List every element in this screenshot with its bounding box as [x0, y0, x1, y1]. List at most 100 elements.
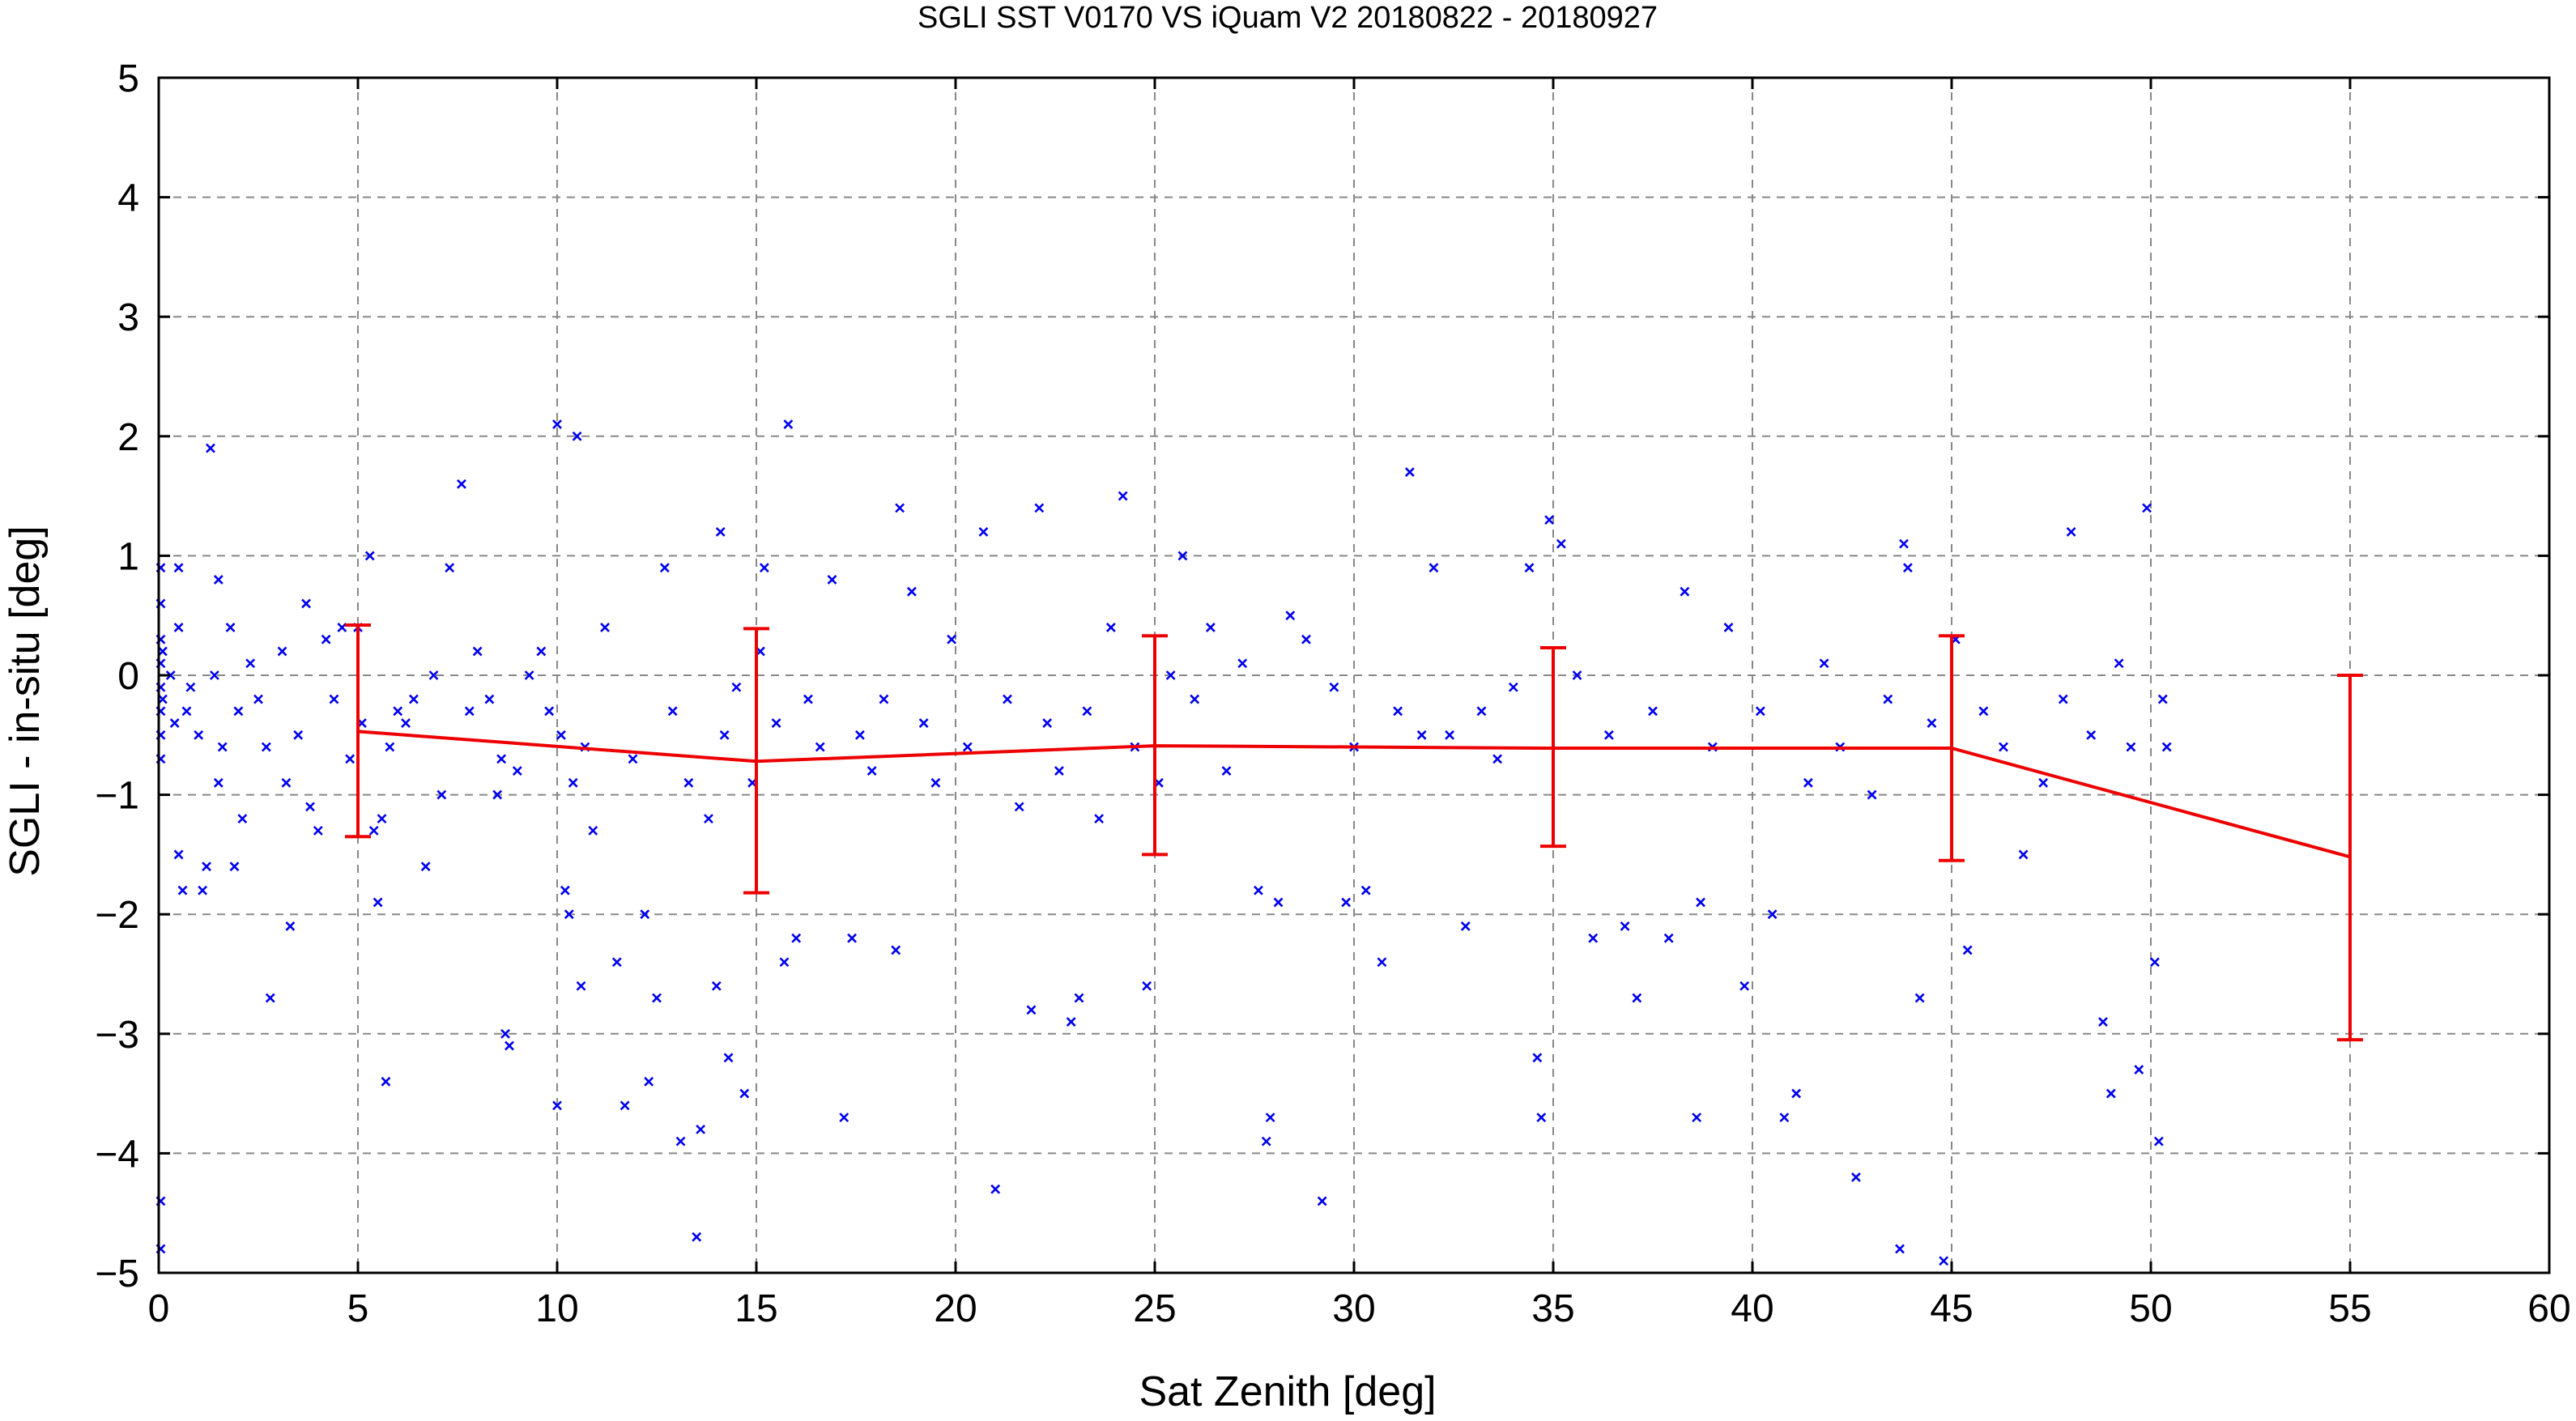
scatter-point — [173, 623, 184, 632]
scatter-point — [237, 814, 248, 824]
scatter-point — [2153, 1136, 2164, 1147]
scatter-point — [731, 682, 742, 692]
scatter-point — [1999, 742, 2008, 752]
scatter-point — [1508, 682, 1518, 692]
scatter-point — [2150, 957, 2160, 968]
scatter-point — [692, 1232, 702, 1242]
scatter-point — [385, 742, 395, 752]
scatter-point — [2134, 1065, 2144, 1074]
scatter-point — [1648, 706, 1658, 717]
x-axis-ticks: 0 5 10 15 20 25 30 35 40 45 50 55 60 — [148, 78, 2571, 1330]
scatter-point — [393, 706, 403, 717]
scatter-point — [1556, 538, 1566, 549]
scatter-point — [202, 862, 211, 872]
scatter-point — [1066, 1017, 1076, 1027]
scatter-point — [1524, 563, 1535, 573]
scatter-point — [1962, 945, 1973, 955]
scatter-point — [1755, 706, 1765, 717]
scatter-point — [301, 598, 311, 609]
scatter-point — [1899, 538, 1909, 549]
scatter-point — [2098, 1017, 2108, 1027]
scatter-point — [261, 742, 271, 752]
y-axis-ticks: −5 −4 −3 −2 −1 0 1 2 3 4 5 — [95, 57, 2549, 1295]
scatter-point — [209, 670, 219, 680]
scatter-point — [1301, 634, 1311, 645]
scatter-point — [158, 694, 168, 704]
y-tick-label: 5 — [117, 57, 139, 100]
scatter-point — [783, 419, 794, 429]
scatter-point — [165, 670, 176, 680]
scatter-point — [1074, 993, 1084, 1003]
scatter-point — [436, 789, 447, 800]
scatter-point — [588, 825, 598, 836]
scatter-point — [524, 670, 534, 680]
scatter-point — [1632, 993, 1642, 1003]
scatter-point — [337, 623, 347, 632]
scatter-point — [313, 825, 323, 836]
scatter-point — [321, 634, 331, 645]
scatter-point — [947, 634, 956, 645]
scatter-point — [572, 431, 582, 441]
x-tick-label: 40 — [1731, 1287, 1773, 1330]
scatter-point — [1165, 670, 1176, 680]
scatter-point — [759, 563, 769, 573]
x-tick-label: 5 — [347, 1287, 369, 1330]
scatter-point — [173, 563, 184, 573]
x-tick-label: 20 — [934, 1287, 977, 1330]
scatter-point — [1791, 1088, 1802, 1099]
scatter-point — [2018, 849, 2029, 860]
scatter-point — [329, 694, 339, 704]
scatter-point — [1536, 1113, 1547, 1123]
scatter-point — [652, 993, 662, 1003]
mean-line-with-error-bars — [345, 623, 2363, 1042]
scatter-point — [158, 646, 168, 657]
scatter-point — [185, 682, 196, 692]
scatter-point — [2058, 694, 2068, 704]
scatter-point — [1445, 730, 1454, 740]
scatter-point — [2038, 777, 2049, 788]
scatter-point — [381, 1076, 391, 1087]
scatter-point — [1603, 730, 1614, 740]
scatter-point — [1285, 611, 1296, 621]
scatter-point — [1416, 730, 1427, 740]
scatter-point — [611, 957, 622, 968]
scatter-point — [496, 754, 507, 764]
scatter-point — [803, 694, 813, 704]
scatter-point — [213, 575, 224, 585]
scatter-point — [169, 718, 180, 728]
scatter-point — [779, 957, 790, 968]
scatter-point — [377, 814, 387, 824]
scatter-point — [1779, 1113, 1790, 1123]
scatter-point — [552, 419, 562, 429]
scatter-point — [472, 646, 483, 657]
scatter-point — [1190, 694, 1200, 704]
x-tick-label: 35 — [1531, 1287, 1574, 1330]
scatter-point — [704, 814, 713, 824]
scatter-point — [492, 789, 503, 800]
scatter-point — [1034, 503, 1045, 513]
chart-title: SGLI SST V0170 VS iQuam V2 20180822 - 20… — [918, 1, 1658, 35]
scatter-point — [723, 1053, 734, 1063]
scatter-point — [1177, 551, 1188, 561]
y-tick-label: −5 — [95, 1253, 139, 1295]
x-tick-label: 55 — [2328, 1287, 2371, 1330]
scatter-point — [1360, 885, 1371, 896]
y-tick-label: 4 — [117, 177, 139, 220]
scatter-point — [1205, 623, 1216, 632]
scatter-point — [2157, 694, 2168, 704]
scatter-point — [791, 933, 802, 943]
scatter-point — [696, 1124, 706, 1134]
scatter-point — [855, 730, 865, 740]
scatter-point — [544, 706, 555, 717]
scatter-point — [719, 730, 730, 740]
scatter-point — [1014, 802, 1024, 812]
y-tick-label: −3 — [95, 1014, 139, 1057]
y-axis-label: SGLI - in-situ [deg] — [2, 525, 49, 877]
scatter-point — [229, 862, 240, 872]
scatter-point — [1265, 1113, 1275, 1123]
scatter-point — [866, 766, 877, 776]
scatter-point — [1723, 623, 1734, 632]
scatter-point — [500, 1028, 510, 1039]
y-tick-label: 2 — [117, 416, 139, 459]
x-tick-label: 50 — [2129, 1287, 2172, 1330]
